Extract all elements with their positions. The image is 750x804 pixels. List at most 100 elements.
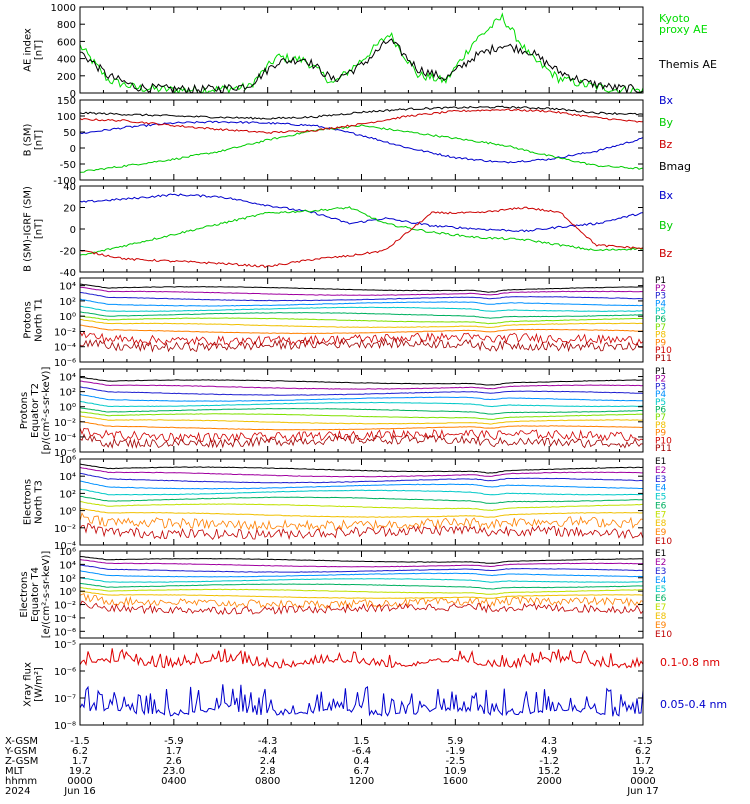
channel-line-e7: [80, 587, 643, 595]
x-row-value: 2.4: [260, 756, 276, 767]
channel-line-e1: [80, 463, 643, 474]
x-row-value: 6.2: [72, 746, 88, 757]
channel-label-p11: P11: [655, 354, 672, 364]
x-row-value: 0800: [255, 776, 280, 787]
channel-line-e6: [80, 495, 643, 504]
channel-line-p2: [80, 286, 643, 296]
y-tick-label: 10⁻⁴: [54, 614, 76, 625]
channel-line-e4: [80, 480, 643, 490]
channel-line-e8: [80, 590, 643, 599]
y-tick-label: 150: [57, 96, 76, 107]
channel-label-e10: E10: [655, 537, 672, 547]
y-tick-label: 10⁴: [59, 560, 76, 571]
x-row-value: 4.3: [541, 736, 557, 747]
x-row-label: X-GSM: [5, 736, 38, 747]
x-row-value: 2.6: [166, 756, 182, 767]
panel-1: 0 200 400 600 800 1000 AE index [nT]: [23, 3, 644, 100]
legend-entry: By: [659, 219, 674, 232]
channel-label-p2: P2: [655, 375, 666, 385]
channel-line-e5: [80, 577, 643, 583]
panel-8-plot-area: [80, 648, 643, 717]
y-tick-label: 10⁴: [59, 472, 76, 483]
legend-entry: Bx: [659, 189, 674, 202]
channel-line-p7: [80, 411, 643, 420]
panel-2: -100 -50 0 50 100 150 B (SM) [nT]: [23, 96, 644, 187]
channel-label-e5: E5: [655, 585, 666, 595]
channel-label-p10: P10: [655, 436, 672, 446]
channel-line-p7: [80, 315, 643, 325]
y-axis-label: [p/(cm²-s-sr-keV)]: [41, 367, 52, 455]
series-line-bmag: [80, 105, 643, 120]
y-tick-label: 10⁻⁴: [54, 343, 76, 354]
channel-line-p11: [80, 337, 643, 353]
y-axis-label: Electrons: [23, 479, 34, 525]
channel-label-e8: E8: [655, 612, 667, 622]
panel-frame: [79, 185, 644, 273]
x-row-value: 5.9: [447, 736, 463, 747]
xray-line-1: [80, 648, 643, 670]
x-row-value: 1200: [349, 776, 374, 787]
channel-label-p8: P8: [655, 331, 666, 341]
channel-label-e2: E2: [655, 558, 666, 568]
y-tick-label: 10⁻⁴: [54, 433, 76, 444]
panel-frame: [79, 6, 644, 94]
channel-label-p5: P5: [655, 398, 666, 408]
channel-label-e2: E2: [655, 466, 666, 476]
x-row-value: 19.2: [69, 766, 91, 777]
channel-line-e2: [80, 466, 643, 478]
x-row-label: hhmm: [5, 776, 37, 787]
y-axis-label: Protons: [23, 301, 34, 338]
legend-entry: Bx: [659, 94, 674, 107]
channel-line-p2: [80, 380, 643, 390]
channel-label-p5: P5: [655, 307, 666, 317]
series-line-bz: [80, 206, 643, 269]
channel-label-p9: P9: [655, 338, 666, 348]
x-row-label: Z-GSM: [5, 756, 38, 767]
channel-line-e3: [80, 472, 643, 484]
y-axis-label: [nT]: [34, 130, 45, 150]
channel-line-p11: [80, 433, 643, 449]
x-row-value: 0.4: [354, 756, 370, 767]
x-row-value: 23.0: [163, 766, 185, 777]
y-axis-label: [W/m²]: [34, 667, 45, 702]
y-tick-label: 800: [57, 20, 76, 31]
channel-label-p1: P1: [655, 367, 666, 377]
legend-entry: Bmag: [659, 160, 691, 173]
y-tick-label: 10⁻²: [54, 524, 76, 535]
y-axis-label: [nT]: [34, 219, 45, 239]
x-row-value: 0400: [161, 776, 186, 787]
x-row-value: 19.2: [632, 766, 654, 777]
channel-line-e5: [80, 488, 643, 496]
y-axis-label: B (SM): [23, 123, 34, 156]
channel-label-p1: P1: [655, 276, 666, 286]
y-tick-label: 10⁰: [59, 507, 76, 518]
y-tick-label: 10⁻⁵: [54, 640, 76, 651]
x-row-value: -1.9: [446, 746, 466, 757]
y-tick-label: 200: [57, 72, 76, 83]
x-row-value: -1.5: [633, 736, 653, 747]
x-row-value: 6.2: [635, 746, 651, 757]
channel-line-e6: [80, 582, 643, 590]
y-tick-label: 10⁻⁴: [54, 541, 76, 552]
x-row-value: 10.9: [444, 766, 466, 777]
y-axis-label: Electrons: [19, 571, 30, 617]
panel-1-plot-area: [80, 12, 643, 93]
channel-label-p10: P10: [655, 346, 672, 356]
x-row-value: Jun 17: [626, 786, 659, 797]
series-line-bz: [80, 108, 643, 134]
x-row-value: Jun 16: [63, 786, 96, 797]
series-line-bx: [80, 193, 643, 233]
x-row-value: 0000: [67, 776, 92, 787]
y-tick-label: 10⁻⁶: [54, 667, 76, 678]
y-tick-label: 10⁰: [59, 403, 76, 414]
channel-label-e5: E5: [655, 493, 666, 503]
channel-label-p4: P4: [655, 299, 666, 309]
panel-2-plot-area: [80, 105, 643, 173]
panel-3-plot-area: [80, 193, 643, 269]
channel-label-p3: P3: [655, 382, 666, 392]
y-tick-label: 10²: [59, 489, 76, 500]
legend-entry: Themis AE: [658, 58, 717, 71]
panel-8: 10⁻⁵ 10⁻⁶ 10⁻⁷ 10⁻⁸ Xray flux [W/m²] 0.1-0.8 n…: [23, 640, 728, 732]
